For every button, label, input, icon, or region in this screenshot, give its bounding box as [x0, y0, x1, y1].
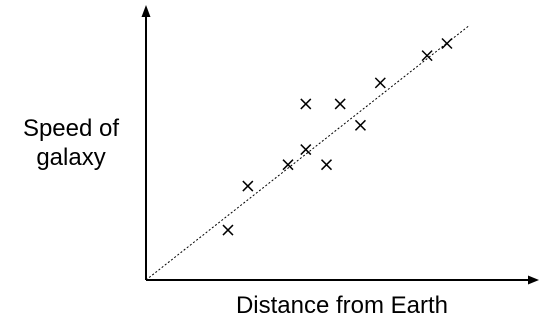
data-point-2 — [242, 180, 254, 192]
y-axis-label-line-1: Speed of — [23, 115, 119, 142]
data-point-2-stroke-b — [242, 180, 254, 192]
data-point-9-stroke-b — [374, 77, 386, 89]
data-point-3 — [282, 159, 294, 171]
data-point-11-stroke-b — [441, 37, 453, 50]
data-point-5-stroke-b — [300, 144, 312, 156]
data-point-9 — [374, 77, 386, 89]
y-axis-label-line-2: galaxy — [36, 144, 105, 171]
data-point-7-stroke-b — [320, 159, 333, 171]
points-layer — [222, 37, 453, 236]
data-point-10-stroke-b — [421, 50, 433, 62]
x-axis-arrow — [528, 275, 539, 285]
trend-line — [145, 24, 471, 281]
data-point-5 — [300, 144, 312, 156]
data-point-11 — [441, 37, 453, 50]
data-point-8 — [354, 119, 366, 131]
data-point-1 — [222, 224, 234, 236]
data-point-8-stroke-b — [354, 119, 366, 131]
x-axis-label: Distance from Earth — [236, 292, 448, 319]
plot-area — [141, 5, 539, 285]
data-point-10 — [421, 50, 433, 62]
data-point-7 — [320, 159, 333, 171]
data-point-1-stroke-b — [222, 224, 234, 236]
data-point-6 — [334, 98, 346, 110]
y-axis-arrow — [141, 5, 151, 17]
data-point-4-stroke-b — [300, 98, 312, 110]
data-point-4 — [300, 98, 312, 110]
data-point-3-stroke-b — [282, 159, 294, 171]
data-point-6-stroke-b — [334, 98, 346, 110]
